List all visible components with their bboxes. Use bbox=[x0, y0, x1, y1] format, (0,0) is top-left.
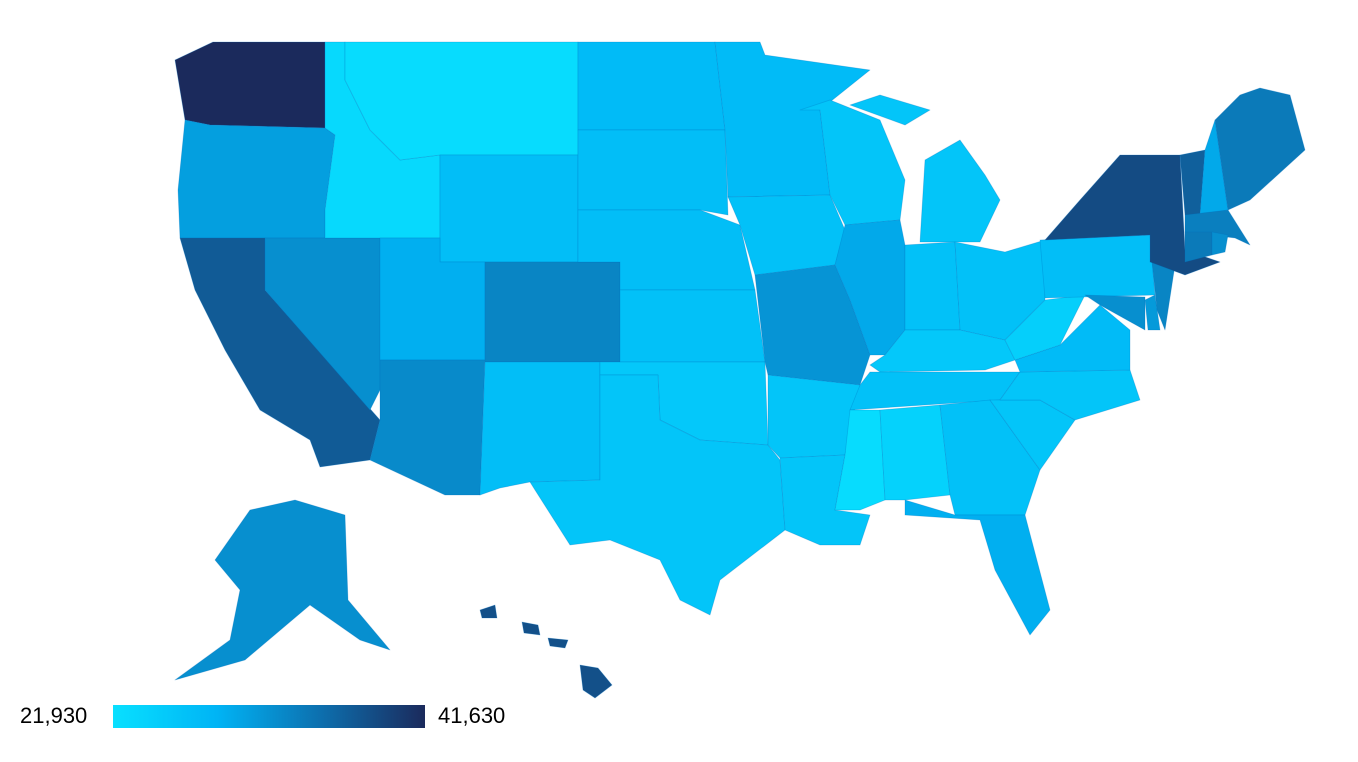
state bbox=[577, 129, 729, 216]
state bbox=[479, 361, 601, 496]
state bbox=[904, 499, 1051, 636]
legend-min-label: 21,930 bbox=[20, 703, 87, 728]
state bbox=[174, 41, 326, 129]
state bbox=[1184, 209, 1251, 246]
state bbox=[754, 264, 871, 386]
state bbox=[779, 454, 871, 546]
state bbox=[849, 94, 1001, 243]
state bbox=[577, 41, 726, 131]
state bbox=[1004, 294, 1086, 361]
state bbox=[1084, 294, 1146, 331]
state bbox=[904, 241, 961, 331]
state bbox=[484, 261, 621, 363]
state bbox=[1214, 87, 1306, 211]
state bbox=[177, 119, 336, 239]
states bbox=[174, 41, 1306, 699]
legend-colorbar bbox=[113, 705, 425, 728]
legend-max-label: 41,630 bbox=[438, 703, 505, 728]
state bbox=[1039, 234, 1156, 299]
state bbox=[619, 289, 766, 363]
state bbox=[879, 404, 951, 501]
state bbox=[1144, 294, 1161, 331]
state bbox=[174, 499, 391, 681]
state bbox=[369, 359, 486, 496]
state bbox=[479, 604, 613, 699]
state bbox=[439, 154, 579, 263]
state bbox=[1211, 231, 1229, 256]
state bbox=[529, 374, 786, 616]
